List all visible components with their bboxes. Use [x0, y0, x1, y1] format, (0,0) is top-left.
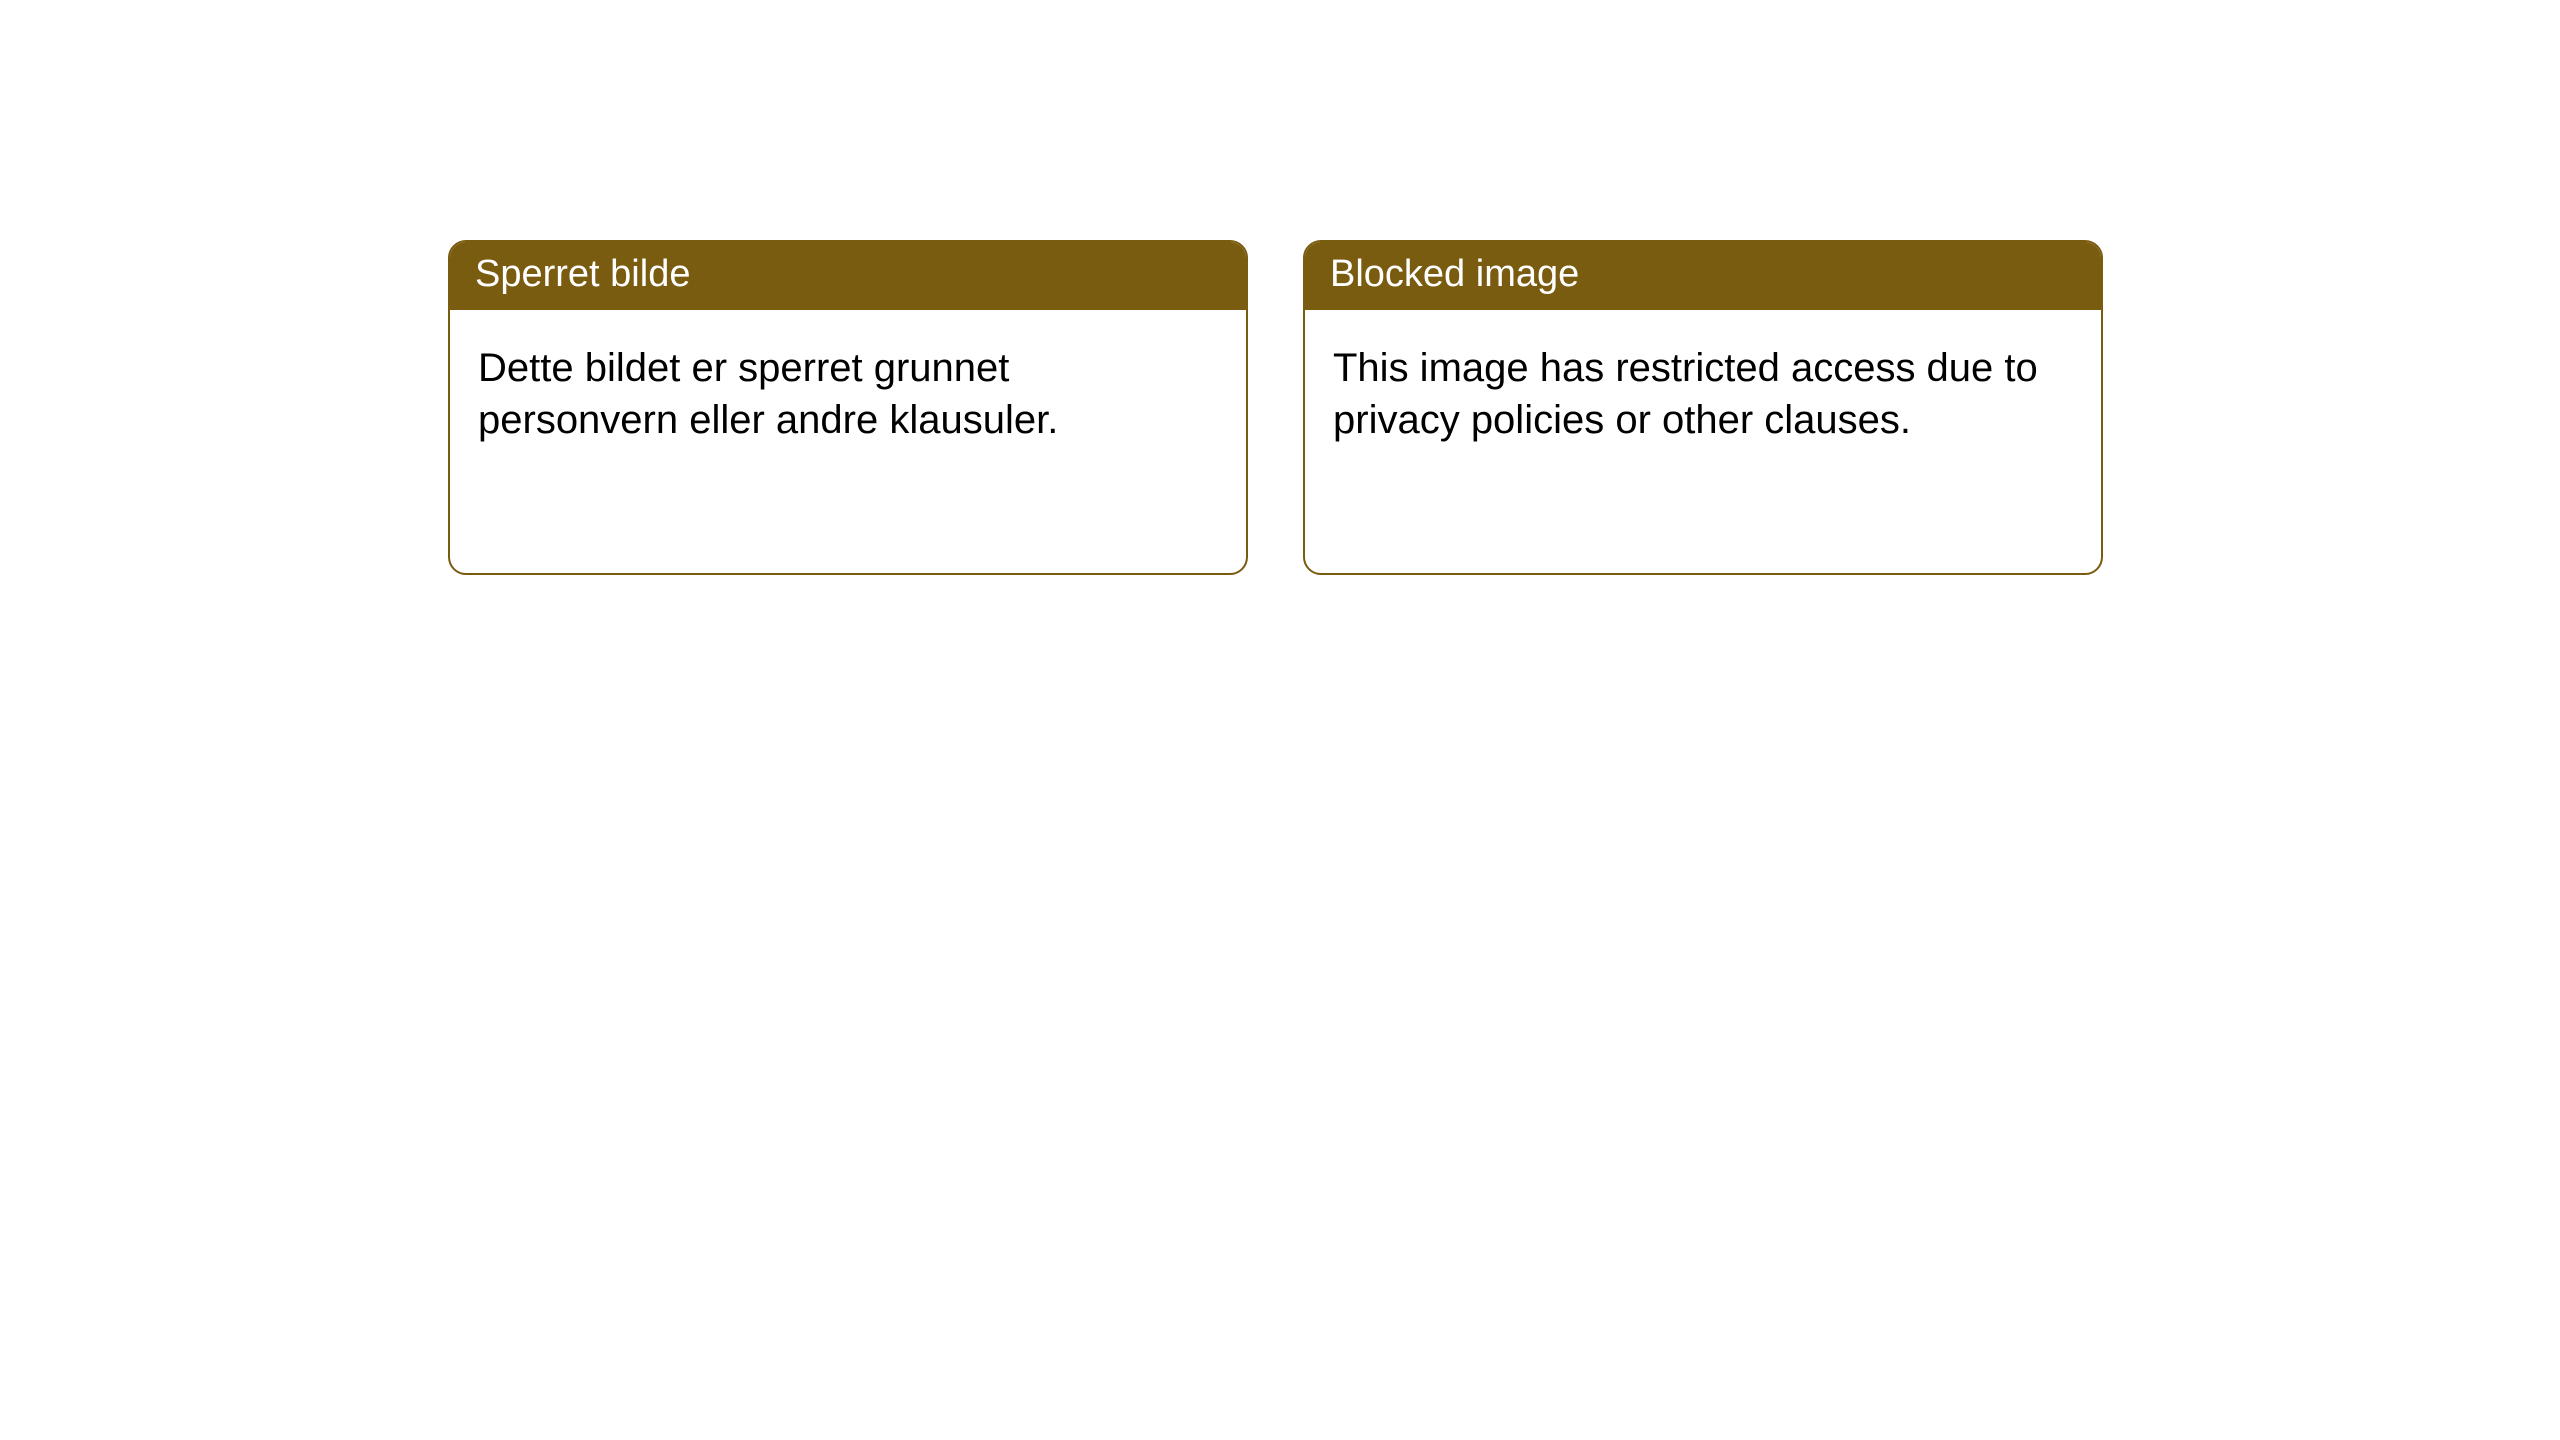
notice-card-norwegian: Sperret bilde Dette bildet er sperret gr… — [448, 240, 1248, 575]
notice-title-english: Blocked image — [1305, 242, 2101, 310]
notice-body-english: This image has restricted access due to … — [1305, 310, 2101, 478]
notice-title-norwegian: Sperret bilde — [450, 242, 1246, 310]
notice-card-english: Blocked image This image has restricted … — [1303, 240, 2103, 575]
notice-body-norwegian: Dette bildet er sperret grunnet personve… — [450, 310, 1246, 478]
notice-container: Sperret bilde Dette bildet er sperret gr… — [0, 0, 2560, 575]
